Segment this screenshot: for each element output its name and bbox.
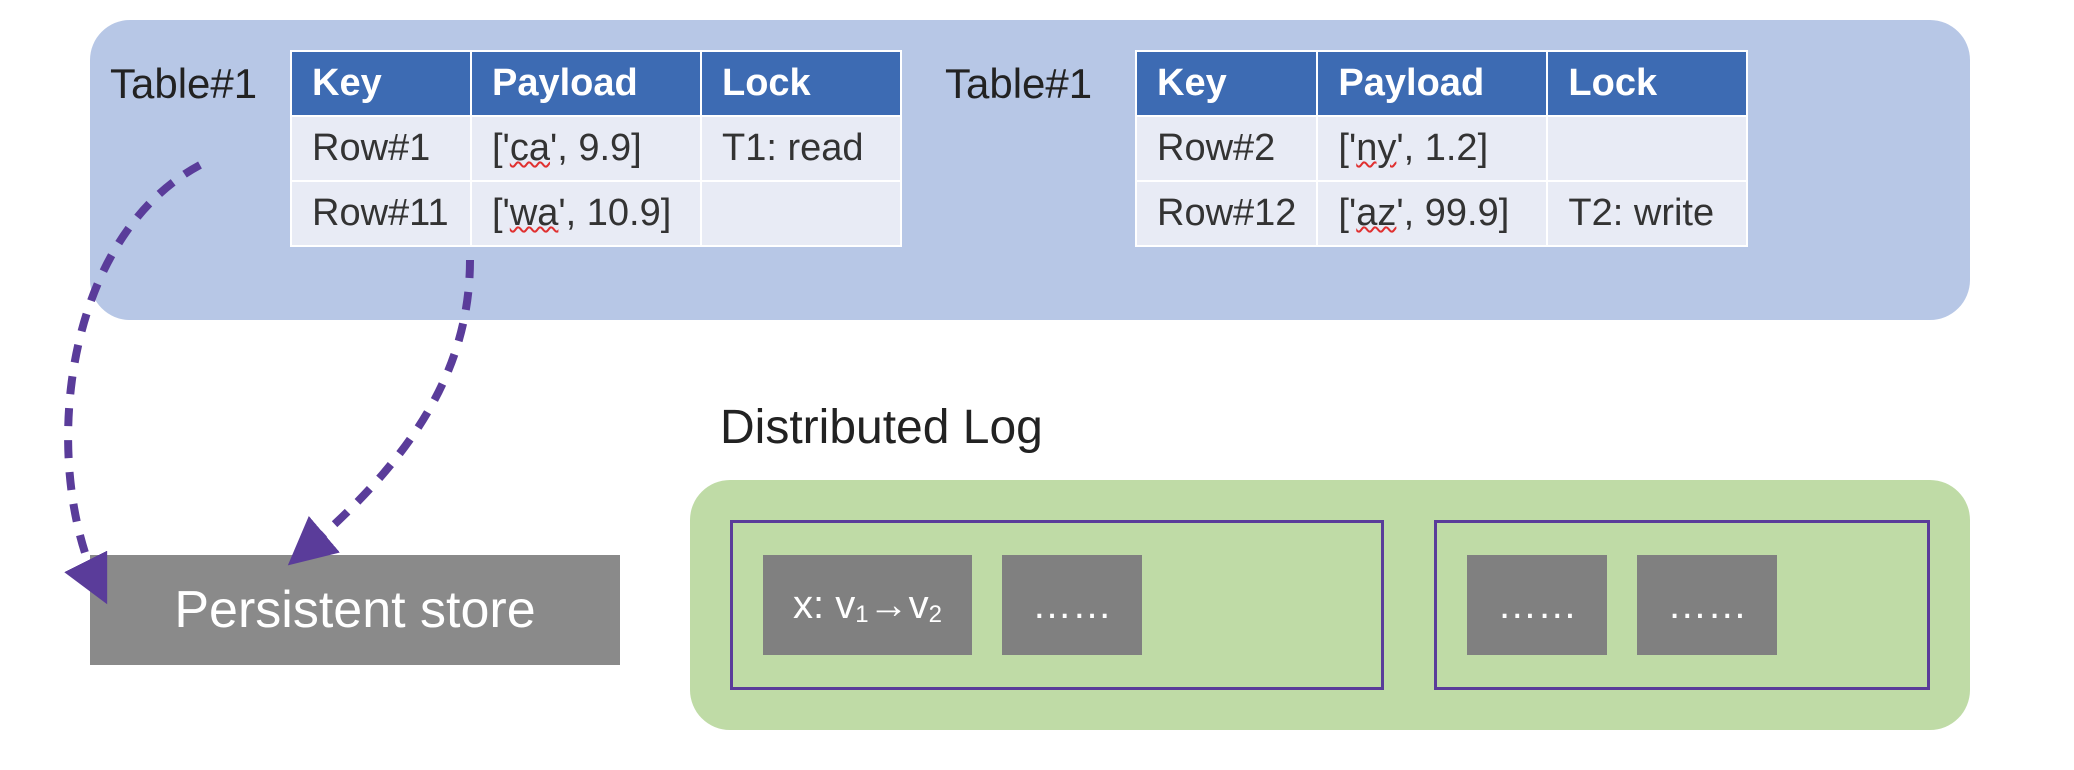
payload-pre: [': [492, 127, 510, 169]
arrow-icon: →: [869, 583, 909, 628]
distributed-log-panel: x: v1→v2 …… …… ……: [690, 480, 1970, 730]
payload-post: ', 1.2]: [1396, 127, 1488, 169]
colon: :: [813, 583, 835, 628]
table-row: Row#12 ['az', 99.9] T2: write: [1136, 181, 1747, 246]
col-payload: Payload: [471, 51, 701, 116]
payload-pre: [': [492, 192, 510, 234]
col-key: Key: [1136, 51, 1317, 116]
cell-lock: [1547, 116, 1747, 181]
table-right-label: Table#1: [945, 60, 1092, 108]
log-entry-ellipsis: ……: [1467, 555, 1607, 655]
table-header-row: Key Payload Lock: [1136, 51, 1747, 116]
cell-key: Row#1: [291, 116, 471, 181]
cell-payload: ['ny', 1.2]: [1317, 116, 1547, 181]
payload-post: ', 10.9]: [558, 192, 671, 234]
persistent-store-label: Persistent store: [174, 580, 535, 640]
log-from-base: v: [835, 583, 855, 628]
table-right: Key Payload Lock Row#2 ['ny', 1.2] Row#1…: [1135, 50, 1748, 247]
persistent-store-box: Persistent store: [90, 555, 620, 665]
table-row: Row#1 ['ca', 9.9] T1: read: [291, 116, 901, 181]
cell-key: Row#2: [1136, 116, 1317, 181]
col-lock: Lock: [701, 51, 901, 116]
cell-payload: ['wa', 10.9]: [471, 181, 701, 246]
payload-pre: [': [1338, 127, 1356, 169]
col-payload: Payload: [1317, 51, 1547, 116]
table-header-row: Key Payload Lock: [291, 51, 901, 116]
payload-pre: [': [1338, 192, 1356, 234]
table-left: Key Payload Lock Row#1 ['ca', 9.9] T1: r…: [290, 50, 902, 247]
payload-underlined: ny: [1356, 127, 1396, 169]
payload-underlined: az: [1356, 192, 1396, 234]
cell-key: Row#11: [291, 181, 471, 246]
log-entry-transition: x: v1→v2: [763, 555, 972, 655]
cell-lock: [701, 181, 901, 246]
col-key: Key: [291, 51, 471, 116]
log-group: x: v1→v2 ……: [730, 520, 1384, 690]
table-row: Row#11 ['wa', 10.9]: [291, 181, 901, 246]
col-lock: Lock: [1547, 51, 1747, 116]
payload-post: ', 9.9]: [550, 127, 642, 169]
log-to-sub: 2: [929, 601, 942, 629]
payload-underlined: wa: [510, 192, 559, 234]
log-entry-ellipsis: ……: [1637, 555, 1777, 655]
cell-lock: T2: write: [1547, 181, 1747, 246]
log-group: …… ……: [1434, 520, 1930, 690]
log-from-sub: 1: [855, 601, 868, 629]
table-left-label: Table#1: [110, 60, 257, 108]
cell-payload: ['ca', 9.9]: [471, 116, 701, 181]
distributed-log-title: Distributed Log: [720, 400, 1043, 455]
payload-post: ', 99.9]: [1396, 192, 1509, 234]
cell-key: Row#12: [1136, 181, 1317, 246]
cell-payload: ['az', 99.9]: [1317, 181, 1547, 246]
cell-lock: T1: read: [701, 116, 901, 181]
log-var: x: [793, 583, 813, 628]
payload-underlined: ca: [510, 127, 550, 169]
table-row: Row#2 ['ny', 1.2]: [1136, 116, 1747, 181]
log-to-base: v: [909, 583, 929, 628]
log-entry-ellipsis: ……: [1002, 555, 1142, 655]
